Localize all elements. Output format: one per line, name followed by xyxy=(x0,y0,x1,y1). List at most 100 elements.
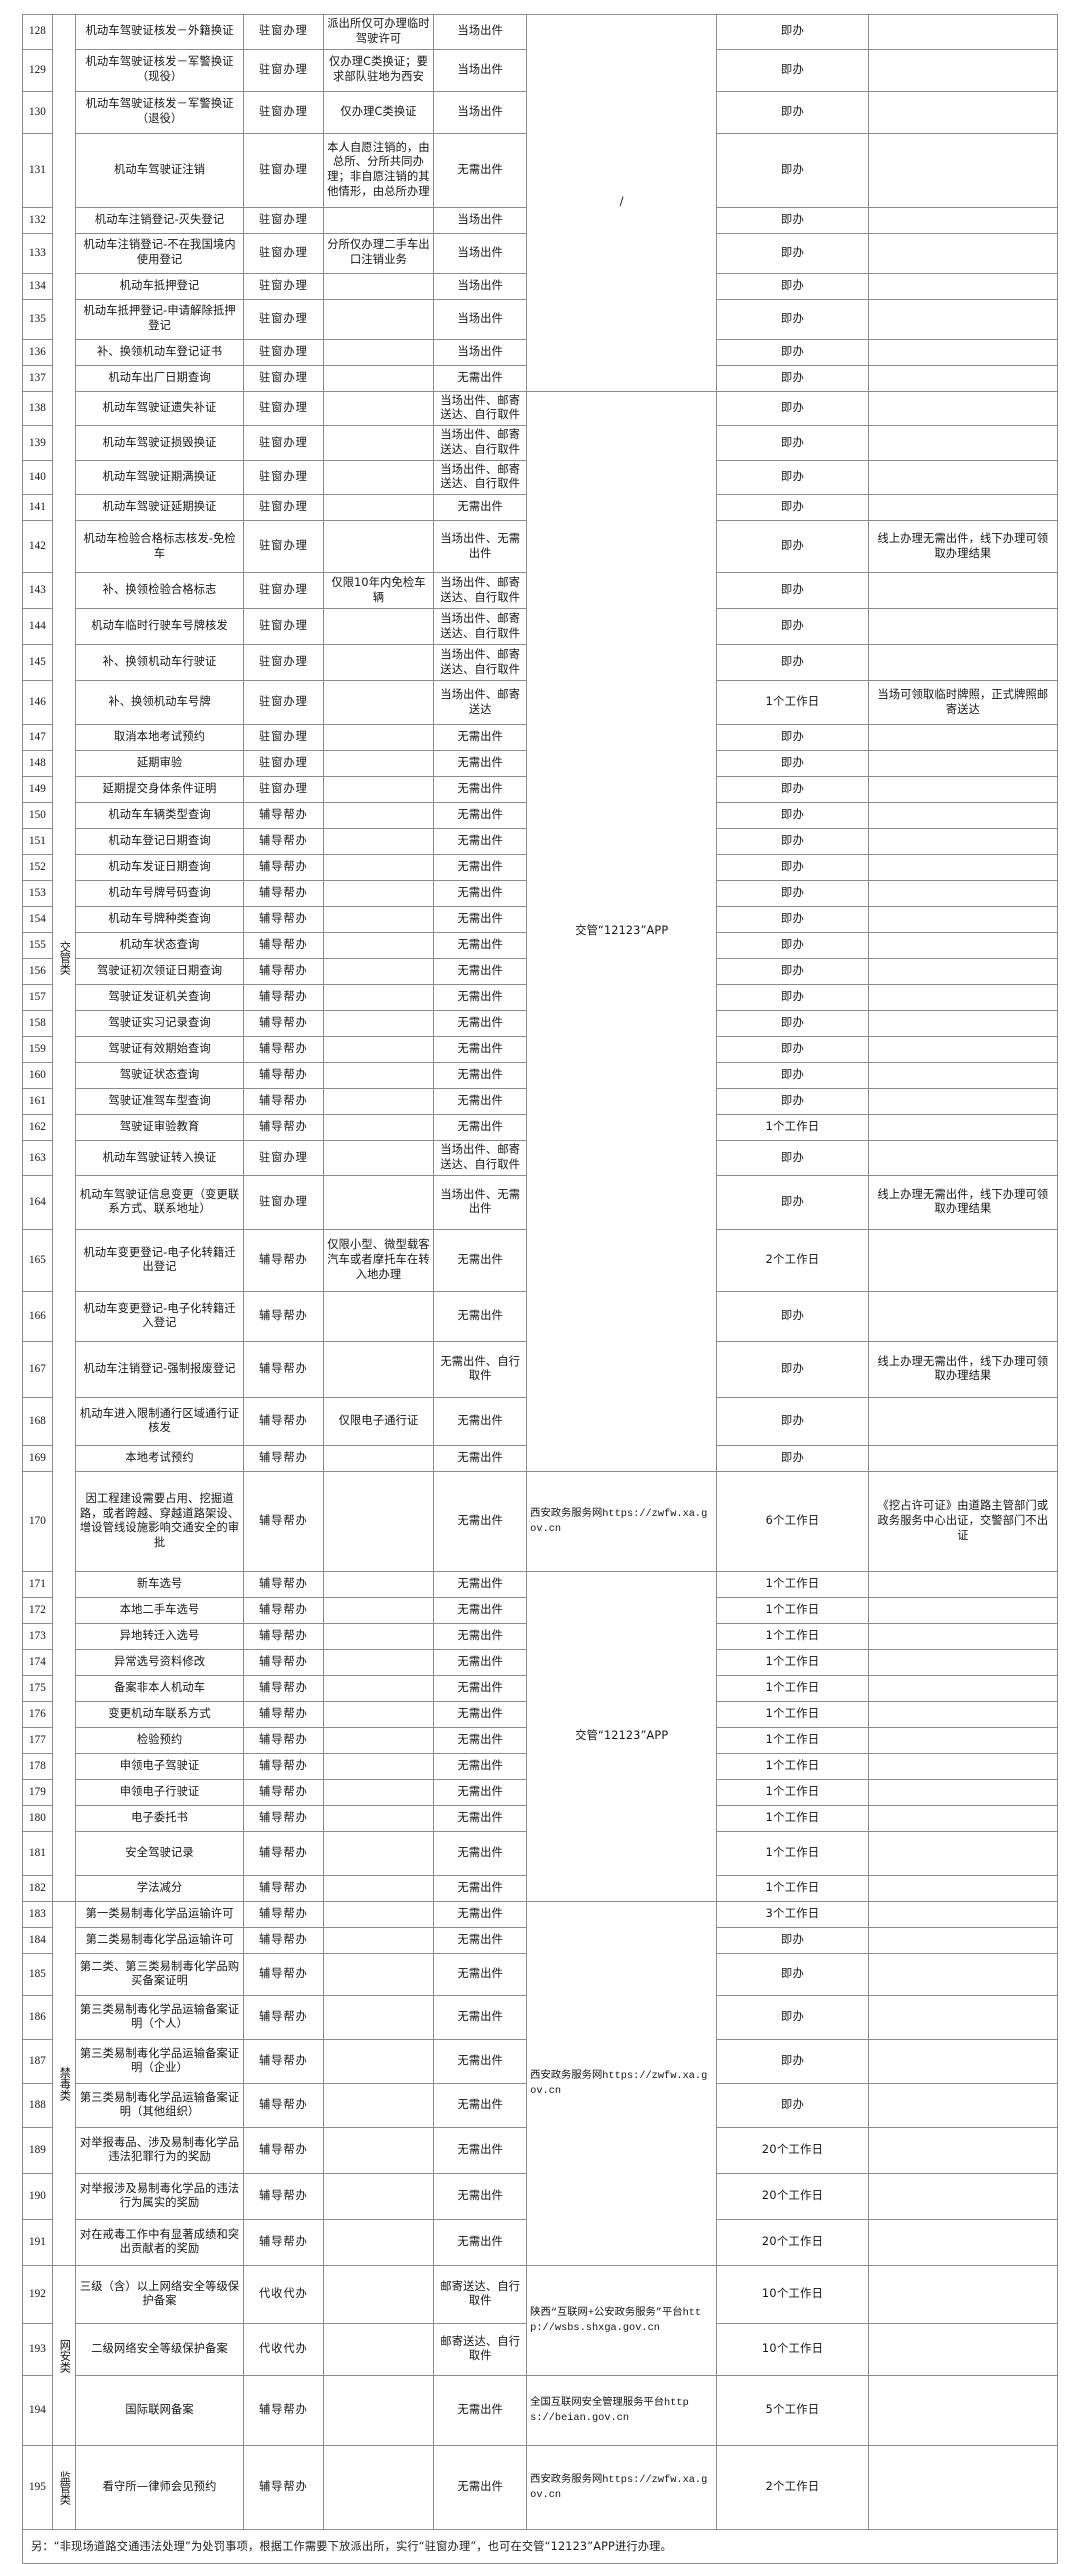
remarks-cell xyxy=(867,802,1059,830)
output-delivery-cell: 无需出件 xyxy=(433,1088,528,1116)
output-delivery-cell: 无需出件 xyxy=(433,1596,528,1624)
output-delivery-cell: 无需出件 xyxy=(433,1778,528,1806)
processing-time-cell: 1个工作日 xyxy=(716,1778,869,1806)
table-row: 188 第三类易制毒化学品运输备案证明（其他组织） 辅导帮办 无需出件 即办 xyxy=(22,2082,1059,2128)
row-number-cell: 137 xyxy=(22,364,53,392)
service-item-cell: 变更机动车联系方式 xyxy=(75,1700,245,1728)
remarks-cell xyxy=(867,390,1059,427)
processing-time-cell: 1个工作日 xyxy=(716,1648,869,1676)
row-number-cell: 194 xyxy=(22,2374,53,2446)
row-number-cell: 129 xyxy=(22,48,53,92)
output-delivery-cell: 无需出件 xyxy=(433,750,528,778)
remarks-cell xyxy=(867,1700,1059,1728)
remarks-cell xyxy=(867,1444,1059,1472)
output-delivery-cell: 无需出件 xyxy=(433,1444,528,1472)
restriction-note-cell xyxy=(322,1674,435,1702)
remarks-cell xyxy=(867,724,1059,752)
service-item-cell: 第二类易制毒化学品运输许可 xyxy=(75,1926,245,1954)
row-number-cell: 142 xyxy=(22,520,53,574)
table-row: 194 国际联网备案 辅导帮办 无需出件 全国互联网安全管理服务平台https://be… xyxy=(22,2374,1059,2446)
remarks-cell xyxy=(867,1596,1059,1624)
service-item-cell: 机动车号牌种类查询 xyxy=(75,906,245,934)
output-delivery-cell: 无需出件 xyxy=(433,1900,528,1928)
service-item-cell: 驾驶证准驾车型查询 xyxy=(75,1088,245,1116)
restriction-note-cell xyxy=(322,2374,435,2446)
processing-time-cell: 即办 xyxy=(716,390,869,427)
category-cell: 监管类 xyxy=(51,2444,77,2530)
processing-time-cell: 即办 xyxy=(716,1062,869,1090)
service-item-cell: 因工程建设需要占用、挖掘道路，或者跨越、穿越道路架设、增设管线设施影响交通安全的… xyxy=(75,1470,245,1572)
processing-time-cell: 10个工作日 xyxy=(716,2322,869,2376)
table-row: 164 机动车驾驶证信息变更（变更联系方式、联系地址） 驻窗办理 当场出件、无需出件 即… xyxy=(22,1174,1059,1230)
table-row: 133 机动车注销登记-不在我国境内使用登记 驻窗办理 分所仅办理二手车出口注销业务当… xyxy=(22,232,1059,274)
processing-time-cell: 即办 xyxy=(716,750,869,778)
services-table: 128 交管类 机动车驾驶证核发－外籍换证 驻窗办理 派出所仅可办理临时驾驶许可 当场出件… xyxy=(22,14,1059,2530)
output-delivery-cell: 无需出件 xyxy=(433,2444,528,2530)
processing-time-cell: 即办 xyxy=(716,1926,869,1954)
remarks-cell xyxy=(867,1290,1059,1342)
service-item-cell: 国际联网备案 xyxy=(75,2374,245,2446)
table-row: 179 申领电子行驶证 辅导帮办 无需出件 1个工作日 xyxy=(22,1778,1059,1806)
service-mode-cell: 辅导帮办 xyxy=(243,1700,324,1728)
output-delivery-cell: 无需出件 xyxy=(433,1114,528,1142)
service-mode-cell: 辅导帮办 xyxy=(243,2038,324,2084)
row-number-cell: 141 xyxy=(22,494,53,522)
page-sheet: 128 交管类 机动车驾驶证核发－外籍换证 驻窗办理 派出所仅可办理临时驾驶许可 当场出件… xyxy=(22,14,1059,2564)
row-number-cell: 185 xyxy=(22,1952,53,1996)
restriction-note-cell xyxy=(322,644,435,682)
processing-time-cell: 即办 xyxy=(716,1036,869,1064)
remarks-cell: 线上办理无需出件，线下办理可领取办理结果 xyxy=(867,1340,1059,1398)
service-item-cell: 机动车发证日期查询 xyxy=(75,854,245,882)
restriction-note-cell xyxy=(322,958,435,986)
service-mode-cell: 驻窗办理 xyxy=(243,48,324,92)
row-number-cell: 157 xyxy=(22,984,53,1012)
table-row: 192 网安类 三级（含）以上网络安全等级保护备案 代收代办 邮寄送达、自行取件 陕西“互… xyxy=(22,2264,1059,2446)
output-delivery-cell: 无需出件 xyxy=(433,1470,528,1572)
table-row: 181 安全驾驶记录 辅导帮办 无需出件 1个工作日 xyxy=(22,1830,1059,1876)
service-mode-cell: 辅导帮办 xyxy=(243,2444,324,2530)
table-row: 154 机动车号牌种类查询 辅导帮办 无需出件 即办 xyxy=(22,906,1059,934)
output-delivery-cell: 当场出件、邮寄送达、自行取件 xyxy=(433,459,528,496)
row-number-cell: 161 xyxy=(22,1088,53,1116)
remarks-cell xyxy=(867,1228,1059,1292)
service-mode-cell: 驻窗办理 xyxy=(243,572,324,610)
table-row: 169 本地考试预约 辅导帮办 无需出件 即办 xyxy=(22,1444,1059,1472)
table-row: 180 电子委托书 辅导帮办 无需出件 1个工作日 xyxy=(22,1804,1059,1832)
output-delivery-cell: 当场出件 xyxy=(433,298,528,340)
table-row: 172 本地二手车选号 辅导帮办 无需出件 1个工作日 xyxy=(22,1596,1059,1624)
processing-time-cell: 1个工作日 xyxy=(716,1752,869,1780)
channel-url: 陕西“互联网+公安政务服务”平台http://wsbs.shxga.gov.cn xyxy=(530,2306,702,2335)
restriction-note-cell xyxy=(322,1340,435,1398)
output-delivery-cell: 无需出件、自行取件 xyxy=(433,1340,528,1398)
remarks-cell xyxy=(867,2444,1059,2530)
service-item-cell: 第三类易制毒化学品运输备案证明（企业） xyxy=(75,2038,245,2084)
remarks-cell xyxy=(867,494,1059,522)
row-number-cell: 150 xyxy=(22,802,53,830)
row-number-cell: 132 xyxy=(22,206,53,234)
restriction-note-cell xyxy=(322,338,435,366)
service-item-cell: 备案非本人机动车 xyxy=(75,1674,245,1702)
service-mode-cell: 辅导帮办 xyxy=(243,828,324,856)
channel-url: 西安政务服务网https://zwfw.xa.gov.cn xyxy=(530,2473,708,2502)
output-delivery-cell: 无需出件 xyxy=(433,1804,528,1832)
output-delivery-cell: 当场出件 xyxy=(433,206,528,234)
table-row: 167 机动车注销登记-强制报废登记 辅导帮办 无需出件、自行取件 即办 线上办理无需出件… xyxy=(22,1340,1059,1398)
output-delivery-cell: 当场出件 xyxy=(433,14,528,50)
restriction-note-cell xyxy=(322,298,435,340)
remarks-cell xyxy=(867,958,1059,986)
processing-time-cell: 即办 xyxy=(716,232,869,274)
output-delivery-cell: 无需出件 xyxy=(433,1830,528,1876)
processing-time-cell: 即办 xyxy=(716,1952,869,1996)
row-number-cell: 191 xyxy=(22,2218,53,2266)
restriction-note-cell xyxy=(322,1804,435,1832)
processing-time-cell: 1个工作日 xyxy=(716,680,869,726)
restriction-note-cell xyxy=(322,724,435,752)
table-row: 135 机动车抵押登记-申请解除抵押登记 驻窗办理 当场出件 即办 xyxy=(22,298,1059,340)
restriction-note-cell xyxy=(322,1622,435,1650)
output-delivery-cell: 无需出件 xyxy=(433,1290,528,1342)
service-item-cell: 驾驶证初次领证日期查询 xyxy=(75,958,245,986)
restriction-note-cell xyxy=(322,425,435,461)
restriction-note-cell: 仅限小型、微型载客汽车或者摩托车在转入地办理 xyxy=(322,1228,435,1292)
row-number-cell: 130 xyxy=(22,90,53,134)
restriction-note-cell xyxy=(322,1290,435,1342)
